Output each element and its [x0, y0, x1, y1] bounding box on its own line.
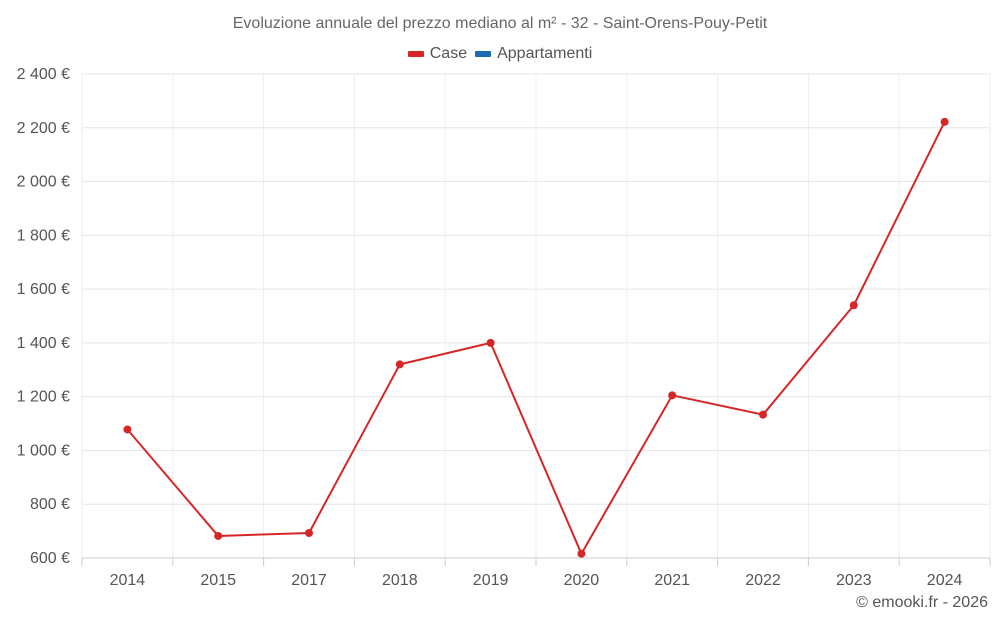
legend-label-appartamenti: Appartamenti [497, 45, 593, 62]
y-tick-label: 2 000 € [17, 174, 70, 191]
x-tick-label: 2018 [382, 572, 418, 589]
legend-swatch-appartamenti [475, 51, 492, 57]
legend-swatch-case [407, 51, 424, 57]
x-tick-label: 2015 [200, 572, 236, 589]
legend: Case Appartamenti [0, 45, 1000, 63]
data-point [668, 391, 677, 400]
y-tick-label: 1 600 € [17, 281, 70, 298]
x-tick-label: 2022 [745, 572, 781, 589]
series-line-case [126, 121, 946, 555]
data-point [123, 425, 132, 434]
data-point [849, 301, 858, 310]
data-point [305, 528, 313, 537]
legend-label-case: Case [429, 45, 468, 62]
y-tick-label: 2 200 € [17, 120, 70, 137]
x-tick-label: 2017 [291, 572, 327, 589]
data-point [395, 360, 404, 369]
data-point [214, 531, 223, 540]
data-point [577, 549, 586, 558]
y-tick-label: 1 800 € [17, 227, 70, 244]
data-point [940, 117, 949, 126]
y-tick-label: 1 200 € [17, 389, 70, 406]
x-tick-label: 2021 [654, 572, 690, 589]
x-tick-label: 2024 [927, 572, 963, 589]
y-tick-label: 2 400 € [17, 66, 70, 83]
y-tick-label: 800 € [30, 496, 70, 513]
x-tick-label: 2014 [110, 572, 146, 589]
y-tick-label: 600 € [30, 550, 70, 567]
chart-title: Evoluzione annuale del prezzo mediano al… [232, 15, 768, 32]
x-tick-label: 2020 [564, 572, 600, 589]
y-tick-label: 1 000 € [17, 442, 70, 459]
legend-item-case[interactable]: Case [407, 45, 468, 63]
y-tick-label: 1 400 € [17, 335, 70, 352]
x-tick-label: 2019 [473, 572, 509, 589]
data-point [486, 338, 495, 347]
credit-text: © emooki.fr - 2026 [856, 594, 988, 611]
legend-item-appartamenti[interactable]: Appartamenti [475, 45, 592, 63]
data-point [759, 410, 767, 419]
x-tick-label: 2023 [836, 572, 872, 589]
